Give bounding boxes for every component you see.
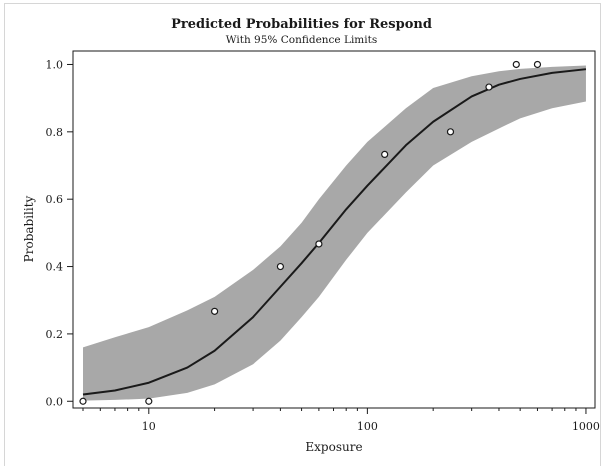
observed-point	[276, 262, 284, 271]
y-tick-label: 0.4	[46, 261, 64, 274]
y-tick-label: 0.8	[46, 126, 64, 139]
figure-frame	[4, 3, 601, 466]
axis-layer: 10 100 1000 0.0 0.2 0.4 0.6 0.8 1.0	[46, 58, 600, 433]
x-axis-label: Exposure	[305, 440, 362, 454]
x-tick-label: 100	[357, 420, 378, 433]
predicted-probability-line	[82, 68, 587, 396]
y-axis-label: Probability	[22, 195, 36, 262]
observed-point	[446, 128, 455, 136]
observed-point	[512, 60, 520, 69]
observed-point	[79, 397, 87, 405]
x-tick-label: 1000	[572, 420, 600, 433]
chart-subtitle: With 95% Confidence Limits	[225, 34, 378, 46]
observed-point	[315, 240, 323, 248]
confidence-band	[83, 65, 586, 401]
y-tick-label: 0.2	[46, 328, 64, 341]
observed-point	[381, 150, 389, 158]
x-tick-label: 10	[142, 420, 156, 433]
y-tick-label: 1.0	[46, 58, 64, 71]
observed-point	[533, 60, 542, 69]
observed-point	[485, 83, 493, 91]
chart-title: Predicted Probabilities for Respond	[171, 17, 432, 32]
y-tick-label: 0.6	[46, 193, 64, 206]
observed-point	[211, 307, 219, 315]
observed-point	[145, 397, 153, 405]
plot-layer	[79, 60, 587, 405]
y-tick-label: 0.0	[46, 395, 64, 408]
